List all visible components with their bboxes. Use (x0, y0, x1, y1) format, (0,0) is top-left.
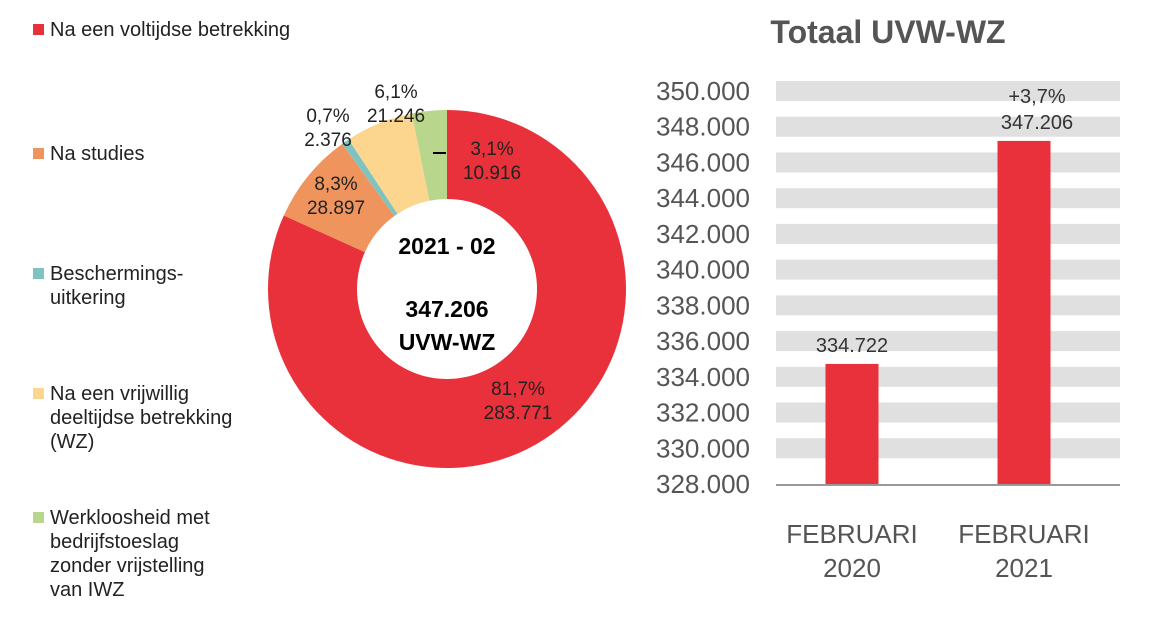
bar-chart-title: Totaal UVW-WZ (770, 14, 1006, 50)
y-tick-label: 344.000 (656, 183, 750, 213)
slice-data-label: 8,3% 28.897 (307, 174, 365, 219)
y-tick-label: 348.000 (656, 112, 750, 142)
y-tick-label: 342.000 (656, 219, 750, 249)
y-tick-label: 336.000 (656, 326, 750, 356)
legend-item: Werkloosheid met bedrijfstoeslag zonder … (30, 506, 210, 602)
legend-item: Na studies (30, 142, 145, 166)
y-tick-label: 346.000 (656, 147, 750, 177)
bar (825, 363, 879, 484)
legend-swatch (33, 388, 44, 399)
x-tick-label: FEBRUARI 2020 (786, 519, 917, 583)
grid-band (776, 295, 1120, 316)
y-tick-label: 330.000 (656, 433, 750, 463)
slice-data-label: 6,1% 21.246 (367, 82, 425, 127)
legend-label: Na een vrijwillig deeltijdse betrekking … (50, 383, 233, 453)
legend-label: Na een voltijdse betrekking (50, 19, 291, 41)
legend-swatch (33, 148, 44, 159)
center-period: 2021 - 02 (398, 233, 495, 259)
donut-slice (411, 110, 447, 201)
donut-slice (342, 139, 398, 217)
y-tick-label: 340.000 (656, 255, 750, 285)
y-tick-label: 350.000 (656, 76, 750, 106)
grid-band (776, 223, 1120, 244)
legend-item: Beschermings- uitkering (30, 262, 183, 310)
donut-slice (283, 143, 395, 253)
slice-data-label: 3,1% 10.916 (463, 139, 521, 184)
donut-slice (348, 113, 430, 214)
grid-band (776, 259, 1120, 280)
y-tick-label: 334.000 (656, 362, 750, 392)
y-tick-label: 328.000 (656, 469, 750, 499)
y-tick-label: 338.000 (656, 290, 750, 320)
x-tick-label: FEBRUARI 2021 (958, 519, 1089, 583)
donut-chart: 81,7% 283.771 8,3% 28.897 0,7% 2.376 6,1% 21.24… (267, 82, 626, 468)
legend-label: Na studies (50, 143, 145, 165)
grid-band (776, 116, 1120, 137)
center-unit: UVW-WZ (399, 329, 496, 355)
legend-swatch (33, 24, 44, 35)
legend-swatch (33, 512, 44, 523)
grid-band (776, 188, 1120, 209)
bar (997, 140, 1051, 484)
bar-data-label: +3,7% 347.206 (1001, 86, 1073, 134)
center-total: 347.206 (405, 296, 488, 322)
legend-item: Na een voltijdse betrekking (30, 18, 290, 42)
legend-item: Na een vrijwillig deeltijdse betrekking … (30, 382, 232, 454)
slice-data-label: 0,7% 2.376 (304, 106, 352, 151)
y-tick-label: 332.000 (656, 398, 750, 428)
legend-swatch (33, 268, 44, 279)
donut-slice (267, 110, 626, 468)
legend-label: Beschermings- uitkering (50, 263, 184, 309)
grid-band (776, 152, 1120, 173)
bar-data-label: 334.722 (816, 335, 888, 357)
grid-band (776, 81, 1120, 101)
legend-label: Werkloosheid met bedrijfstoeslag zonder … (50, 507, 210, 601)
slice-data-label: 81,7% 283.771 (484, 379, 553, 424)
